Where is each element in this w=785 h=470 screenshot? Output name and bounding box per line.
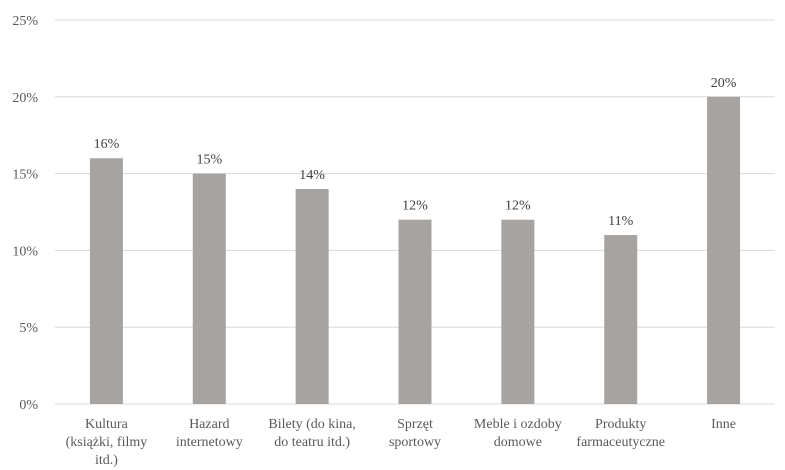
- y-tick-label: 25%: [12, 14, 38, 29]
- x-tick-label-line: itd.): [95, 453, 118, 468]
- bar: [295, 188, 329, 404]
- x-tick-label-line: Bilety (do kina,: [268, 417, 356, 432]
- x-tick-label-line: (książki, filmy: [66, 435, 148, 450]
- y-tick-label: 10%: [12, 244, 38, 259]
- bar: [398, 219, 432, 404]
- data-label: 12%: [505, 199, 531, 214]
- x-tick-label: Bilety (do kina, do teatru itd.): [268, 417, 356, 450]
- x-tick-label-line: sportowy: [389, 435, 441, 450]
- x-tick-label-line: Inne: [711, 417, 736, 432]
- x-tick-label: Inne: [711, 417, 736, 432]
- x-axis-category-labels: Kultura (książki, filmy itd.) Hazard interne…: [66, 417, 736, 468]
- bar: [707, 96, 741, 405]
- bar: [604, 235, 638, 404]
- y-tick-label: 0%: [19, 398, 38, 413]
- x-tick-label-line: internetowy: [176, 435, 243, 450]
- bar: [89, 158, 123, 404]
- x-tick-label-line: Produkty: [595, 417, 646, 432]
- x-tick-label: Meble i ozdoby domowe: [474, 417, 562, 450]
- y-tick-label: 20%: [12, 91, 38, 106]
- x-tick-label-line: Sprzęt: [397, 417, 433, 432]
- x-tick-label-line: Hazard: [189, 417, 229, 432]
- y-tick-label: 15%: [12, 168, 38, 183]
- bars: [89, 96, 741, 405]
- x-tick-label-line: farmaceutyczne: [576, 435, 665, 450]
- data-labels: 16% 15% 14% 12% 12% 11% 20%: [94, 76, 737, 229]
- x-tick-label: Sprzęt sportowy: [389, 417, 441, 450]
- x-tick-label-line: do teatru itd.): [274, 435, 350, 450]
- y-axis-tick-labels: 0% 5% 10% 15% 20% 25%: [12, 14, 38, 413]
- data-label: 14%: [299, 168, 325, 183]
- x-tick-label: Produkty farmaceutyczne: [576, 417, 665, 450]
- data-label: 11%: [608, 214, 633, 229]
- x-tick-label-line: Meble i ozdoby: [474, 417, 562, 432]
- data-label: 15%: [196, 153, 222, 168]
- bar: [501, 219, 535, 404]
- x-tick-label-line: Kultura: [85, 417, 129, 432]
- x-tick-label-line: domowe: [494, 435, 542, 450]
- x-tick-label: Hazard internetowy: [176, 417, 243, 450]
- data-label: 12%: [402, 199, 428, 214]
- x-tick-label: Kultura (książki, filmy itd.): [66, 417, 148, 468]
- data-label: 16%: [94, 137, 120, 152]
- y-tick-label: 5%: [19, 321, 38, 336]
- data-label: 20%: [711, 76, 737, 91]
- bar: [192, 173, 226, 404]
